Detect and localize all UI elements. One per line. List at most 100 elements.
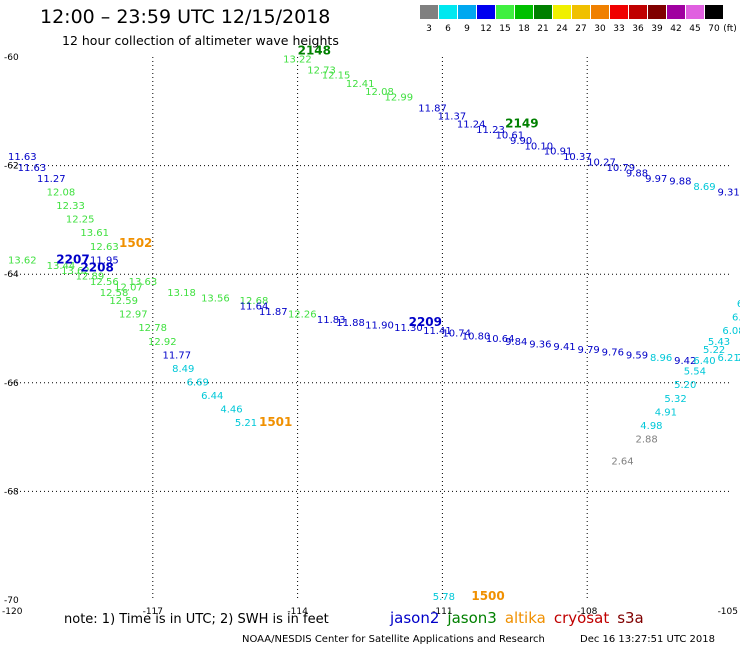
wave-height-value: 5.43	[708, 337, 730, 348]
wave-height-value: 12.99	[384, 92, 413, 103]
wave-height-value: 12.78	[138, 323, 167, 334]
legend-label: 15	[499, 24, 511, 34]
track-id: 1502	[119, 236, 152, 250]
longitude-label: -108	[577, 607, 598, 617]
wave-height-value: 9.31	[718, 187, 740, 198]
wave-height-value: 9.97	[645, 174, 667, 185]
map-title: 12:00 – 23:59 UTC 12/15/2018	[40, 6, 331, 28]
wave-height-value: 10.61	[495, 130, 524, 141]
wave-height-value: 12.33	[56, 201, 85, 212]
track-id: 2149	[505, 117, 538, 131]
wave-height-value: 13.62	[61, 266, 90, 277]
wave-height-value: 10.10	[524, 141, 553, 152]
legend-swatch	[420, 5, 438, 19]
wave-height-value: 12.08	[365, 87, 394, 98]
wave-height-points: 13.2212.7312.1512.4112.0812.9911.8711.37…	[8, 54, 740, 603]
legend-swatch	[458, 5, 476, 19]
legend-label: 42	[670, 24, 682, 34]
legend-unit: (ft)	[723, 24, 737, 34]
longitude-label: -105	[718, 607, 738, 617]
wave-height-value: 10.91	[544, 147, 573, 158]
wave-height-value: 6.40	[693, 356, 715, 367]
track-id: 2209	[409, 315, 442, 329]
wave-height-value: 2.88	[635, 435, 657, 446]
satellite-key: jason2 jason3 altika cryosat s3a	[390, 609, 652, 627]
wave-height-value: 10.27	[587, 158, 616, 169]
wave-height-value: 7.94	[737, 353, 740, 364]
map-grid	[8, 57, 732, 600]
wave-height-value: 5.20	[674, 380, 696, 391]
latitude-label: -62	[4, 162, 19, 172]
wave-height-value: 12.58	[100, 288, 129, 299]
legend-swatch	[629, 5, 647, 19]
longitude-label: -111	[432, 607, 452, 617]
wave-height-value: 9.76	[602, 348, 624, 359]
wave-height-value: 5.21	[235, 418, 257, 429]
wave-height-value: 12.15	[322, 71, 351, 82]
wave-height-value: 12.07	[114, 282, 143, 293]
wave-height-value: 11.41	[423, 326, 452, 337]
wave-height-value: 12.92	[148, 337, 177, 348]
footnote: note: 1) Time is in UTC; 2) SWH is in fe…	[64, 612, 329, 627]
legend-label: 24	[556, 24, 568, 34]
wave-height-value: 12.08	[47, 187, 76, 198]
wave-height-value: 13.44	[47, 261, 76, 272]
wave-height-value: 13.61	[80, 228, 109, 239]
wave-height-value: 6.47	[732, 312, 740, 323]
latitude-label: -66	[4, 379, 19, 389]
wave-height-value: 9.90	[510, 136, 532, 147]
wave-height-value: 10.37	[563, 152, 592, 163]
wave-height-value: 11.24	[457, 120, 486, 131]
map-subtitle: 12 hour collection of altimeter wave hei…	[62, 33, 339, 48]
legend-label: 70	[708, 24, 720, 34]
legend-swatch	[610, 5, 628, 19]
wave-height-value: 13.22	[283, 54, 312, 65]
wave-height-value: 11.95	[90, 255, 119, 266]
legend-swatch	[705, 5, 723, 19]
legend-swatch	[686, 5, 704, 19]
wave-height-value: 11.90	[365, 321, 394, 332]
wave-height-value: 11.63	[18, 163, 47, 174]
legend-label: 36	[632, 24, 644, 34]
wave-height-value: 9.88	[669, 177, 691, 188]
track-id: 1501	[259, 415, 292, 429]
wave-height-value: 4.98	[640, 421, 662, 432]
wave-height-value: 12.26	[288, 310, 317, 321]
wave-height-value: 9.42	[674, 356, 696, 367]
wave-height-value: 11.88	[336, 318, 365, 329]
wave-height-value: 2.64	[611, 456, 633, 467]
wave-height-value: 13.56	[201, 293, 230, 304]
wave-height-value: 9.41	[553, 342, 575, 353]
wave-height-value: 9.84	[505, 337, 527, 348]
latitude-label: -60	[4, 53, 19, 63]
wave-height-value: 12.56	[90, 277, 119, 288]
legend-label: 27	[575, 24, 587, 34]
wave-height-value: 12.41	[346, 79, 375, 90]
wave-height-value: 12.68	[240, 296, 269, 307]
track-id: 2208	[80, 260, 113, 274]
wave-height-value: 9.36	[529, 340, 551, 351]
wave-height-value: 6.44	[201, 391, 223, 402]
wave-height-value: 11.27	[37, 174, 66, 185]
wave-height-value: 6.08	[722, 326, 740, 337]
wave-height-value: 10.80	[462, 331, 491, 342]
legend-swatch	[496, 5, 514, 19]
axis-labels: -120 -117 -114 -111 -108 -105 -60 -62 -64 -66 -68 -…	[2, 53, 738, 617]
legend-label: 18	[518, 24, 530, 34]
legend-label: 3	[426, 24, 432, 34]
legend-swatch	[515, 5, 533, 19]
legend-swatch	[477, 5, 495, 19]
latitude-label: -70	[4, 596, 19, 606]
wave-height-value: 12.89	[76, 272, 105, 283]
wave-height-value: 4.91	[655, 407, 677, 418]
wave-height-value: 6.05	[737, 299, 740, 310]
track-id-labels: 2148214921501502220722082209150115001549	[56, 43, 538, 603]
wave-height-value: 4.46	[220, 405, 242, 416]
track-id: 1500	[471, 589, 504, 603]
longitude-label: -117	[143, 607, 163, 617]
wave-height-value: 11.64	[240, 301, 269, 312]
wave-height-value: 13.18	[167, 288, 196, 299]
wave-height-value: 11.77	[162, 350, 191, 361]
legend-label: 33	[613, 24, 625, 34]
